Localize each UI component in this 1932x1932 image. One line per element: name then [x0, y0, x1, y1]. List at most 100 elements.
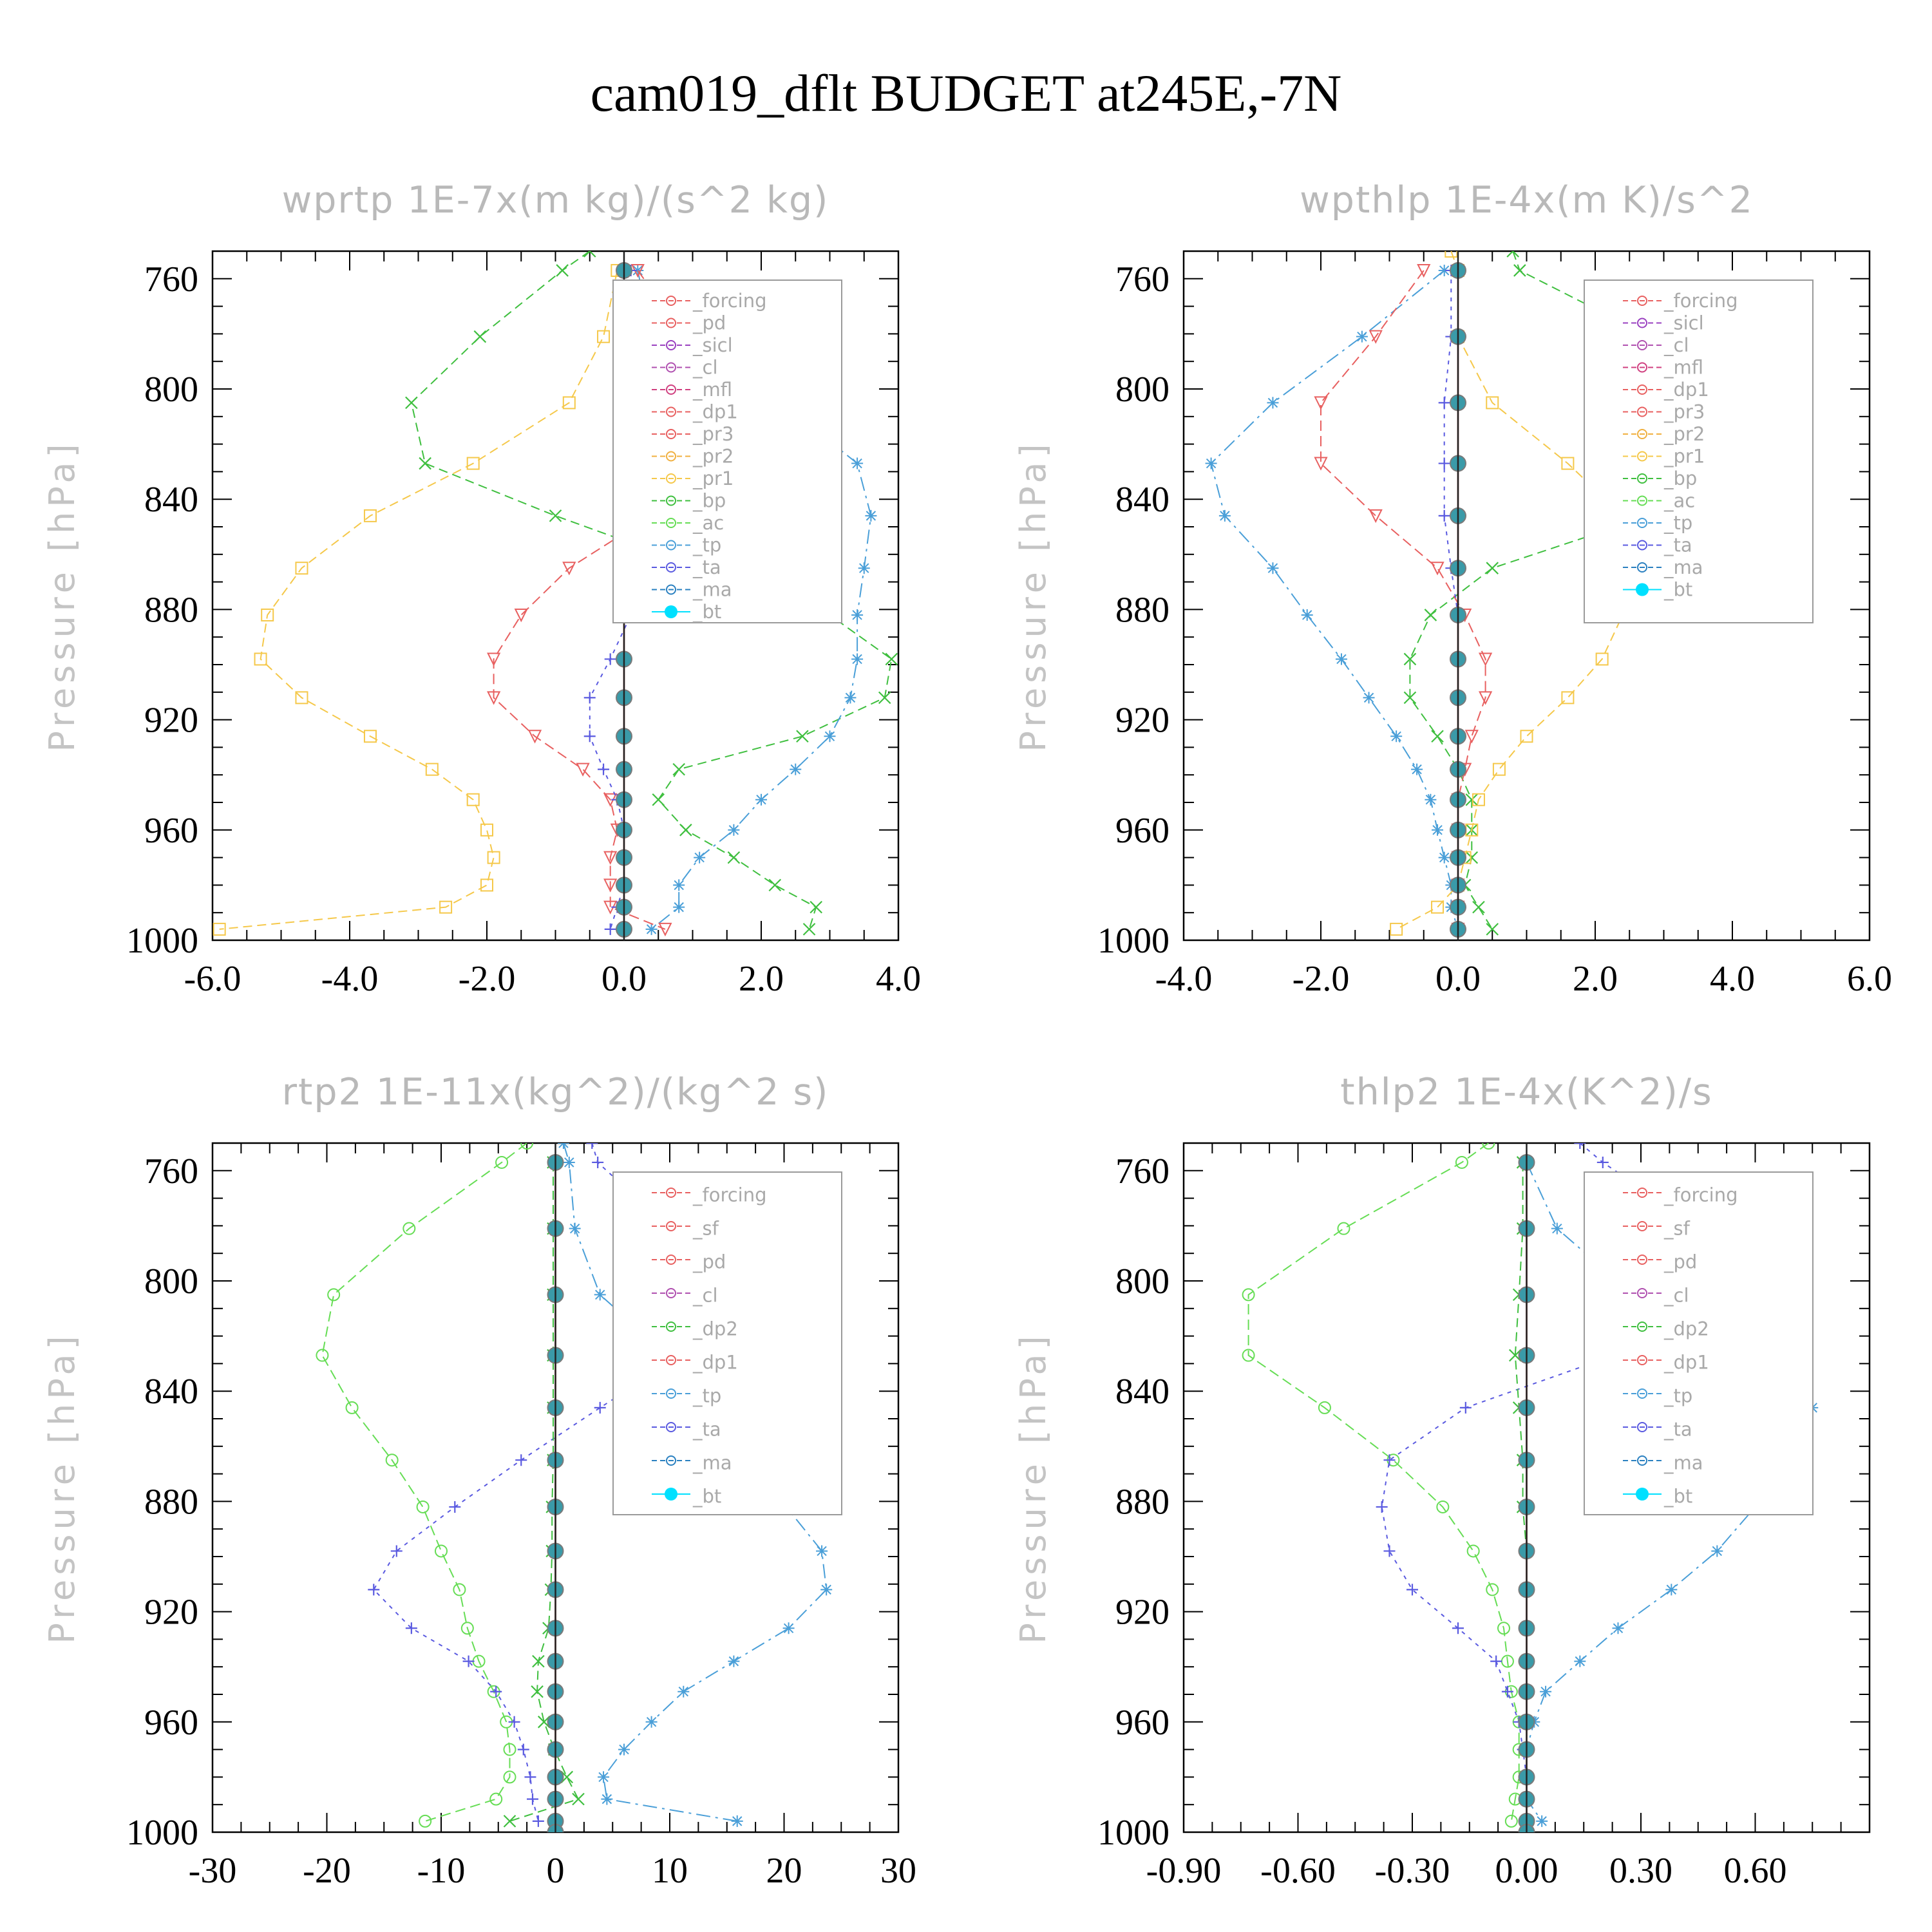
- panel-wprtp: wprtp 1E-7x(m kg)/(s^2 kg) Pressure [hPa]…: [42, 179, 921, 999]
- legend-entry: _dp1: [692, 401, 738, 423]
- y-tick-label: 760: [1115, 1151, 1170, 1191]
- legend-marker: [665, 605, 677, 618]
- data-point: [1390, 730, 1403, 743]
- data-point: [586, 1143, 598, 1149]
- data-point: [1438, 397, 1450, 409]
- legend-entry: _bp: [1663, 468, 1697, 489]
- legend-entry: _ma: [692, 1452, 732, 1473]
- y-tick-label: 840: [144, 1372, 198, 1412]
- data-point: [632, 264, 644, 276]
- panel-title: wprtp 1E-7x(m kg)/(s^2 kg): [282, 179, 829, 222]
- data-point: [1492, 762, 1506, 776]
- legend-marker: [1637, 1221, 1647, 1231]
- legend-marker: [1636, 1488, 1649, 1501]
- y-tick-label: 840: [1115, 480, 1170, 520]
- data-point: [865, 509, 877, 522]
- legend: _forcing _sf _pd _cl _dp2 _dp1 _tp _ta _ma _bt: [612, 1171, 842, 1515]
- data-point: [480, 823, 493, 837]
- data-point: [419, 1814, 432, 1828]
- x-tick-label: 0.60: [1724, 1851, 1787, 1891]
- data-point: [1508, 1349, 1522, 1362]
- legend-entry: _tp: [692, 1385, 721, 1406]
- data-point: [1486, 562, 1499, 574]
- data-point: [1472, 793, 1485, 806]
- data-point: [728, 1655, 740, 1667]
- data-point: [562, 562, 576, 576]
- data-point: [1459, 1401, 1472, 1414]
- legend-entry: _sf: [1663, 1217, 1690, 1239]
- series-line: [1396, 251, 1631, 930]
- legend-entry: _pd: [692, 1251, 726, 1273]
- data-point: [851, 609, 864, 621]
- data-point: [327, 1288, 341, 1302]
- legend-entry: _bt: [1663, 1485, 1692, 1507]
- y-tick-label: 760: [144, 1151, 198, 1191]
- data-point: [527, 1793, 538, 1805]
- data-point: [1403, 652, 1417, 666]
- x-tick-label: 20: [766, 1851, 802, 1891]
- legend-entry: _tp: [1663, 512, 1692, 534]
- data-point: [885, 652, 898, 666]
- y-tick-label: 920: [1115, 701, 1170, 741]
- legend-marker: [1637, 296, 1647, 306]
- data-point: [517, 1743, 529, 1756]
- y-tick-label: 960: [144, 811, 198, 851]
- legend-entry: _forcing: [692, 290, 767, 312]
- data-point: [1574, 1655, 1586, 1667]
- data-point: [1424, 609, 1437, 621]
- legend-marker: [1637, 1288, 1647, 1298]
- y-tick-label: 840: [1115, 1372, 1170, 1412]
- legend-entry: _sicl: [692, 334, 733, 356]
- legend-marker: [666, 1355, 676, 1365]
- legend-marker: [666, 362, 676, 373]
- legend-marker: [666, 451, 676, 462]
- data-point: [1540, 1685, 1552, 1698]
- data-point: [1465, 793, 1479, 806]
- data-point: [490, 1685, 502, 1698]
- data-point: [466, 793, 480, 806]
- legend-marker: [666, 540, 676, 551]
- data-point: [449, 1501, 461, 1513]
- data-point: [473, 330, 487, 343]
- x-tick-label: -30: [189, 1851, 237, 1891]
- data-point: [679, 824, 692, 837]
- y-tick-label: 800: [1115, 370, 1170, 410]
- series-line: [219, 270, 618, 930]
- chart-panels: wprtp 1E-7x(m kg)/(s^2 kg) Pressure [hPa]…: [42, 179, 1892, 1891]
- legend-marker: [666, 317, 676, 328]
- data-point: [1363, 692, 1375, 704]
- legend: _forcing _sf _pd _cl _dp2 _dp1 _tp _ta _ma _bt: [1584, 1171, 1814, 1515]
- data-point: [557, 1143, 569, 1149]
- legend-marker: [666, 473, 676, 484]
- y-tick-label: 1000: [126, 1813, 198, 1853]
- x-tick-label: -20: [303, 1851, 351, 1891]
- legend-marker: [1637, 1388, 1647, 1399]
- data-point: [603, 878, 618, 893]
- panel-title: thlp2 1E-4x(K^2)/s: [1340, 1071, 1713, 1113]
- data-point: [727, 851, 741, 864]
- data-point: [851, 653, 864, 665]
- y-tick-label: 760: [144, 260, 198, 299]
- data-point: [487, 652, 501, 667]
- legend-entry: _pr3: [692, 423, 734, 445]
- legend-marker: [1637, 562, 1647, 573]
- data-point: [416, 1500, 430, 1513]
- legend: _forcing_pd_sicl_cl_mfl_dp1_pr3_pr2_pr1_…: [612, 279, 842, 623]
- data-point: [1506, 251, 1519, 258]
- legend-entry: _ma: [1663, 1452, 1703, 1473]
- figure-title: cam019_dflt BUDGET at245E,-7N: [591, 64, 1342, 122]
- legend-entry: _cl: [1663, 334, 1689, 356]
- data-point: [419, 457, 431, 470]
- legend-entry: _ta: [1663, 1418, 1692, 1440]
- data-point: [672, 762, 685, 776]
- legend: _forcing_sicl_cl_mfl_dp1_pr3_pr2_pr1_bp_…: [1584, 279, 1814, 623]
- plot-area: [1242, 1143, 1819, 1832]
- legend-entry: _ta: [1663, 535, 1692, 556]
- data-point: [1314, 396, 1328, 410]
- x-tick-label: 10: [652, 1851, 688, 1891]
- data-point: [1314, 457, 1328, 471]
- data-point: [489, 1792, 503, 1806]
- legend-entry: _mfl: [692, 379, 732, 401]
- x-tick-label: -10: [417, 1851, 466, 1891]
- data-point: [603, 851, 618, 865]
